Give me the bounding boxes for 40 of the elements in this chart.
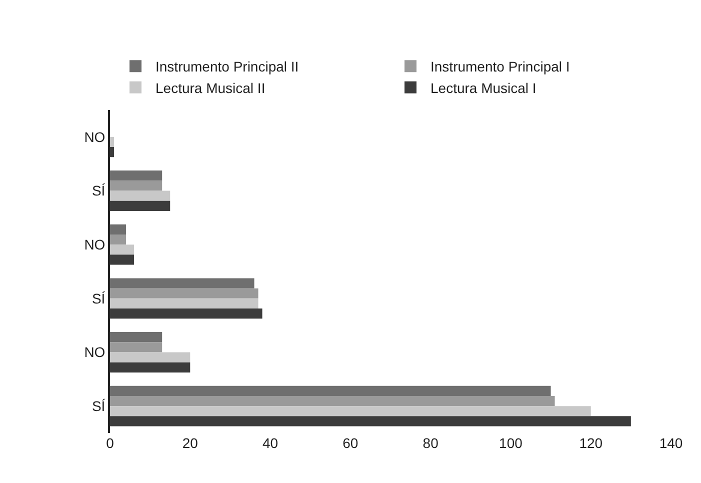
bar — [110, 406, 591, 416]
bar — [110, 386, 551, 396]
bar — [110, 362, 190, 372]
bar — [110, 288, 258, 298]
bar — [110, 190, 170, 201]
y-tick-label: NO — [84, 344, 106, 360]
legend-label: Instrumento Principal I — [430, 58, 570, 75]
bar — [110, 200, 170, 211]
x-tick-label: 120 — [579, 435, 603, 451]
legend-label: Lectura Musical I — [430, 80, 536, 96]
y-tick-label: NO — [84, 236, 106, 252]
y-tick-label: SÍ — [92, 398, 106, 414]
bar — [110, 147, 114, 158]
x-tick-label: 60 — [342, 435, 358, 451]
x-tick-label: 40 — [262, 435, 278, 451]
x-tick-label: 140 — [659, 435, 683, 451]
bar — [110, 234, 126, 245]
bar — [110, 254, 134, 265]
bar — [110, 298, 258, 309]
x-tick-label: 0 — [106, 435, 114, 451]
x-tick-label: 80 — [422, 435, 439, 451]
y-tick-label: NO — [84, 128, 106, 145]
x-tick-label: 20 — [182, 435, 198, 451]
bar — [110, 308, 262, 319]
y-tick-label: SÍ — [92, 182, 106, 199]
y-tick-label: SÍ — [92, 290, 106, 306]
legend-label: Lectura Musical II — [156, 80, 266, 96]
bar — [110, 136, 114, 148]
bar — [110, 244, 134, 255]
x-tick-label: 100 — [499, 435, 523, 451]
bar — [110, 396, 555, 406]
bar — [110, 332, 162, 342]
bar — [110, 224, 126, 234]
bar — [110, 352, 190, 362]
bar — [110, 342, 162, 352]
bar — [110, 180, 162, 191]
bar — [110, 170, 162, 181]
bar — [110, 278, 254, 288]
legend-label: Instrumento Principal II — [156, 58, 299, 75]
bar — [110, 416, 631, 426]
